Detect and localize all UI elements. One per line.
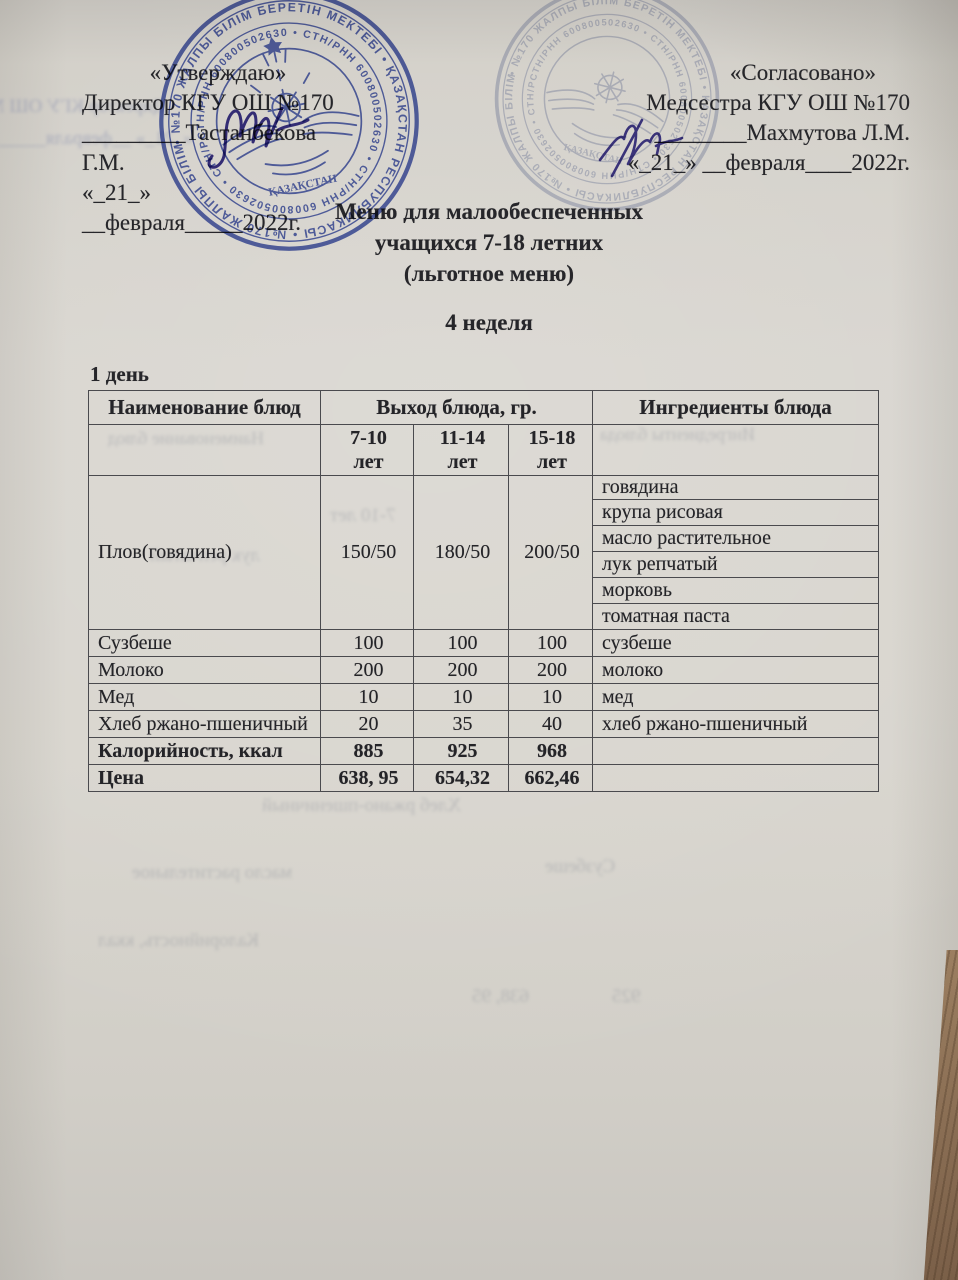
table-row: масло растительное [89,525,880,552]
ingredient-cell: молоко [592,656,880,684]
ingredient-cell: томатная паста [592,603,880,630]
title-line: Меню для малообеспеченных [335,199,643,224]
empty-cell [592,424,880,476]
table-row: томатная паста [89,603,880,630]
dish-value: 10 [507,683,594,711]
bleed-through-text: Хлеб ржано-пшеничный [262,795,462,816]
approval-quote: «Согласовано» [626,58,910,88]
title-line: (льготное меню) [403,261,575,286]
title-line: учащихся 7-18 летних [374,230,604,255]
stamp-emblem-text: ҚАЗАҚСТАН [563,142,625,167]
dish-value: 180/50 [413,475,509,630]
table-row: Хлеб ржано-пшеничный 20 35 40 хлеб ржано… [88,710,880,738]
dish-name: Хлеб ржано-пшеничный [88,710,321,738]
dish-value: 925 [413,737,509,765]
bleed-through-text: Калорийность, ккал [98,930,260,951]
dish-value: 654,32 [413,764,509,792]
dish-value: 40 [507,710,594,738]
dish-value: 662,46 [507,764,594,792]
ingredient-cell: сузбеше [592,629,880,657]
dish-value: 100 [507,629,594,657]
age-group: 15-18 лет [507,424,594,476]
ingredient-cell: мед [592,683,880,711]
table-row: Плов(говядина) 150/50 180/50 200/50 говя… [88,475,880,630]
dish-name: Плов(говядина) [88,475,321,630]
day-label: 1 день [90,362,149,386]
empty-cell [592,764,880,792]
table-subheader-row: 7-10 лет 11-14 лет 15-18 лет [88,424,880,476]
dish-name: Калорийность, ккал [88,737,321,765]
dish-value: 200 [507,656,594,684]
ingredient-cell: хлеб ржано-пшеничный [592,710,880,738]
ingredient-cell: масло растительное [592,525,880,552]
empty-cell [88,424,321,476]
table-row: Мед 10 10 10 мед [88,683,880,711]
table-row: Сузбеше 100 100 100 сузбеше [88,629,880,657]
dish-value: 200 [413,656,509,684]
dish-value: 100 [413,629,509,657]
dish-name: Сузбеше [88,629,321,657]
ingredient-cell: крупа рисовая [592,499,880,526]
bleed-through-text: масло растительное [132,862,293,883]
dish-value: 10 [413,683,509,711]
dish-value: 200 [320,656,414,684]
ingredient-cell: лук репчатый [592,551,880,578]
dish-value: 968 [507,737,594,765]
dish-value: 150/50 [320,475,414,630]
document-title: Меню для малообеспеченных учащихся 7-18 … [98,196,880,289]
dish-value: 200/50 [507,475,594,630]
wooden-table-surface [923,950,958,1280]
header-dishes: Наименование блюд [88,390,321,425]
age-group: 11-14 лет [413,424,509,476]
table-row: крупа рисовая [89,499,880,526]
empty-cell [592,737,880,765]
ingredient-cell: морковь [592,577,880,604]
dish-value: 100 [320,629,414,657]
ingredient-cell: говядина [592,475,880,500]
bleed-through-text: 638, 95 [472,986,529,1007]
dish-name: Мед [88,683,321,711]
bleed-through-text: Сузбеше [545,856,616,877]
week-label: 4 неделя [445,310,533,335]
table-row: морковь [89,577,880,604]
dish-value: 638, 95 [320,764,414,792]
dish-name: Молоко [88,656,321,684]
approval-signature-line: _________Тастанбекова Г.М. [82,120,317,175]
table-row: Молоко 200 200 200 молоко [88,656,880,684]
table-header-row: Наименование блюд Выход блюда, гр. Ингре… [88,390,880,425]
menu-table: Наименование блюд Выход блюда, гр. Ингре… [88,390,880,792]
header-ingredients: Ингредиенты блюда [592,390,880,425]
page-fold-shadow [638,0,958,170]
dish-value: 20 [320,710,414,738]
approval-role: Директор КГУ ОШ №170 [82,90,334,115]
bleed-through-text: 925 [612,986,641,1007]
table-row: лук репчатый [89,551,880,578]
dish-value: 10 [320,683,414,711]
approval-quote: «Утверждаю» [149,60,287,85]
dish-value: 35 [413,710,509,738]
header-output: Выход блюда, гр. [319,390,594,425]
table-row-price: Цена 638, 95 654,32 662,46 [88,764,880,792]
dish-name: Цена [88,764,321,792]
table-row-calories: Калорийность, ккал 885 925 968 [88,737,880,765]
age-group: 7-10 лет [320,424,414,476]
dish-value: 885 [320,737,414,765]
